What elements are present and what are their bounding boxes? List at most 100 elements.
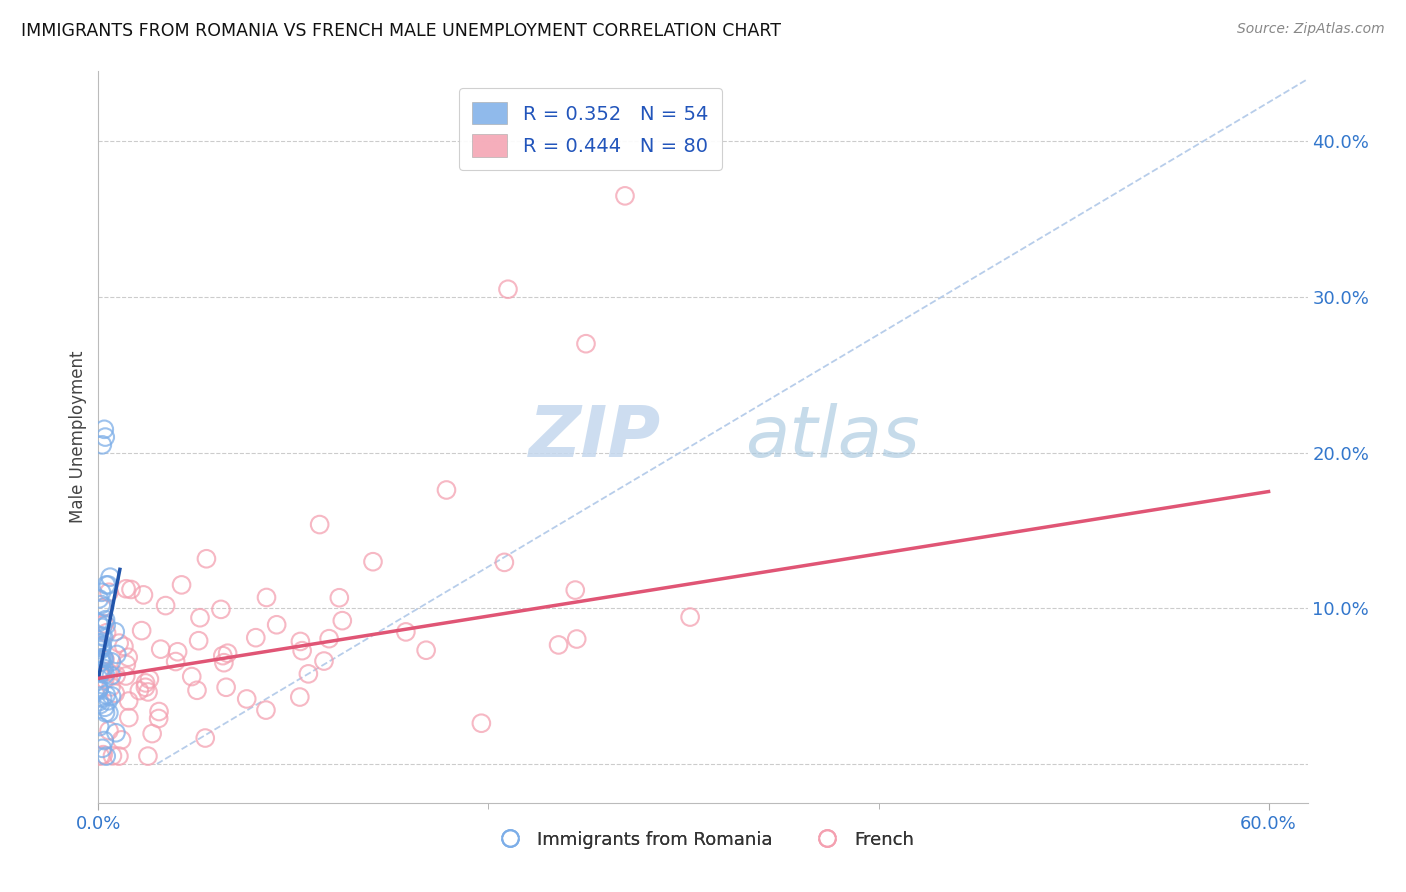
Point <box>115 582 138 596</box>
Point <box>96 749 118 764</box>
Point <box>101 748 124 763</box>
Point <box>328 591 350 605</box>
Point <box>91 741 114 756</box>
Point <box>291 643 314 657</box>
Point <box>91 650 114 665</box>
Point <box>105 668 128 682</box>
Point <box>215 680 238 694</box>
Point <box>96 618 118 632</box>
Point <box>108 636 131 650</box>
Point <box>470 716 492 731</box>
Point <box>312 654 335 668</box>
Point <box>87 695 110 709</box>
Point <box>98 723 121 738</box>
Point <box>91 438 114 452</box>
Point <box>100 689 122 703</box>
Point <box>91 664 114 678</box>
Point <box>96 688 118 702</box>
Point <box>91 639 114 653</box>
Point <box>93 662 115 676</box>
Point <box>90 641 112 656</box>
Point <box>496 282 519 296</box>
Point <box>87 681 110 695</box>
Point <box>118 694 141 708</box>
Text: ZIP: ZIP <box>529 402 661 472</box>
Point <box>115 657 138 672</box>
Point <box>135 676 157 690</box>
Point <box>90 585 112 599</box>
Point <box>91 747 114 762</box>
Point <box>89 720 111 734</box>
Point <box>104 686 127 700</box>
Point <box>93 422 115 436</box>
Point <box>94 667 117 681</box>
Point <box>90 639 112 653</box>
Point <box>170 578 193 592</box>
Point <box>288 690 311 704</box>
Point <box>564 583 586 598</box>
Point <box>90 651 112 665</box>
Point <box>93 616 115 631</box>
Point <box>97 585 120 599</box>
Point <box>187 633 209 648</box>
Point <box>131 624 153 638</box>
Point <box>110 732 132 747</box>
Point <box>100 680 122 694</box>
Point <box>415 643 437 657</box>
Point <box>93 631 115 645</box>
Point <box>194 731 217 745</box>
Point <box>87 682 110 697</box>
Point <box>136 749 159 764</box>
Point <box>395 624 418 639</box>
Point <box>679 610 702 624</box>
Point <box>245 631 267 645</box>
Point <box>136 685 159 699</box>
Point <box>108 749 131 764</box>
Point <box>105 648 128 662</box>
Text: Source: ZipAtlas.com: Source: ZipAtlas.com <box>1237 22 1385 37</box>
Point <box>97 694 120 708</box>
Point <box>132 588 155 602</box>
Point <box>89 666 111 681</box>
Point <box>90 640 112 655</box>
Point <box>112 640 135 654</box>
Point <box>148 711 170 725</box>
Point <box>94 700 117 714</box>
Point <box>120 582 142 597</box>
Point <box>91 691 114 706</box>
Point <box>308 517 330 532</box>
Point <box>217 646 239 660</box>
Point <box>547 638 569 652</box>
Point <box>87 636 110 650</box>
Point <box>166 645 188 659</box>
Point <box>195 551 218 566</box>
Point <box>90 643 112 657</box>
Point <box>436 483 458 497</box>
Point <box>89 698 111 712</box>
Point <box>104 725 127 739</box>
Point <box>98 570 121 584</box>
Point <box>128 683 150 698</box>
Point <box>100 668 122 682</box>
Point <box>97 665 120 679</box>
Point <box>209 602 232 616</box>
Point <box>361 555 384 569</box>
Point <box>117 650 139 665</box>
Point <box>94 613 117 627</box>
Point <box>297 666 319 681</box>
Point <box>89 591 111 606</box>
Point <box>118 710 141 724</box>
Point <box>87 672 110 686</box>
Point <box>89 636 111 650</box>
Point <box>87 615 110 630</box>
Point <box>138 672 160 686</box>
Point <box>575 336 598 351</box>
Point <box>89 664 111 678</box>
Point <box>100 655 122 669</box>
Point <box>104 624 127 639</box>
Point <box>148 705 170 719</box>
Point <box>149 642 172 657</box>
Point <box>93 672 115 686</box>
Point <box>93 651 115 665</box>
Point <box>165 655 187 669</box>
